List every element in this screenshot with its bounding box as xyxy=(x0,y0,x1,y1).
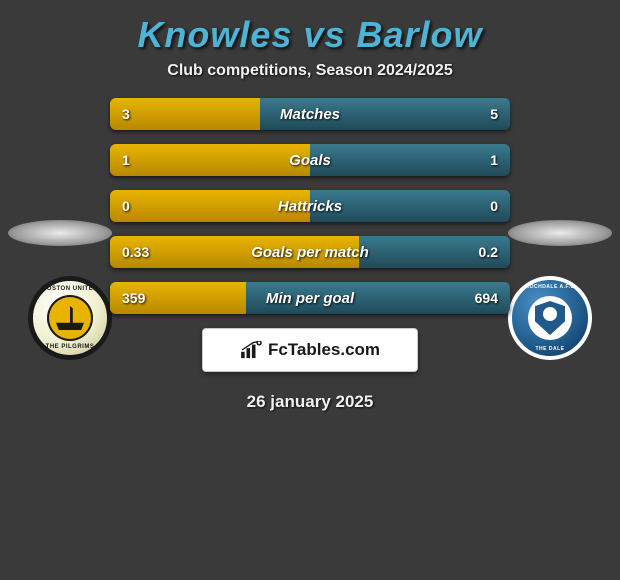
ball-icon xyxy=(543,307,557,321)
page-subtitle: Club competitions, Season 2024/2025 xyxy=(0,62,620,98)
stat-value-right: 5 xyxy=(490,98,498,130)
team-right-badge-text-bottom: THE DALE xyxy=(536,346,565,352)
stat-value-right: 0 xyxy=(490,190,498,222)
stat-value-left: 3 xyxy=(122,98,130,130)
chart-icon xyxy=(240,341,262,359)
stat-row: Matches3 5 xyxy=(110,98,510,130)
stat-value-right: 1 xyxy=(490,144,498,176)
stat-value-right: 694 xyxy=(475,282,498,314)
date-label: 26 january 2025 xyxy=(0,392,620,412)
stat-label: Goals per match xyxy=(110,236,510,268)
shield-icon xyxy=(535,301,565,335)
stat-value-left: 359 xyxy=(122,282,145,314)
team-left-badge-inner xyxy=(47,295,93,341)
team-left-badge-text-top: BOSTON UNITED xyxy=(42,286,98,292)
watermark[interactable]: FcTables.com xyxy=(202,328,418,372)
team-right-badge-text-top: ROCHDALE A.F.C xyxy=(525,284,574,290)
stat-value-left: 0 xyxy=(122,190,130,222)
stat-label: Goals xyxy=(110,144,510,176)
stat-value-right: 0.2 xyxy=(479,236,498,268)
ship-icon xyxy=(56,306,84,330)
oval-shadow-right xyxy=(508,220,612,246)
stat-value-left: 1 xyxy=(122,144,130,176)
team-left-badge: BOSTON UNITED THE PILGRIMS xyxy=(28,276,112,360)
oval-shadow-left xyxy=(8,220,112,246)
page-title: Knowles vs Barlow xyxy=(0,0,620,62)
team-right-badge-inner xyxy=(528,296,572,340)
watermark-text: FcTables.com xyxy=(268,340,380,360)
stat-row: Goals per match0.33 0.2 xyxy=(110,236,510,268)
stat-row: Min per goal359 694 xyxy=(110,282,510,314)
stat-label: Hattricks xyxy=(110,190,510,222)
team-right-badge: ROCHDALE A.F.C THE DALE xyxy=(508,276,592,360)
stat-label: Matches xyxy=(110,98,510,130)
stat-row: Hattricks0 0 xyxy=(110,190,510,222)
comparison-panel: BOSTON UNITED THE PILGRIMS ROCHDALE A.F.… xyxy=(0,98,620,412)
stat-value-left: 0.33 xyxy=(122,236,149,268)
stat-row: Goals1 1 xyxy=(110,144,510,176)
team-left-badge-text-bottom: THE PILGRIMS xyxy=(46,344,95,350)
stat-label: Min per goal xyxy=(110,282,510,314)
